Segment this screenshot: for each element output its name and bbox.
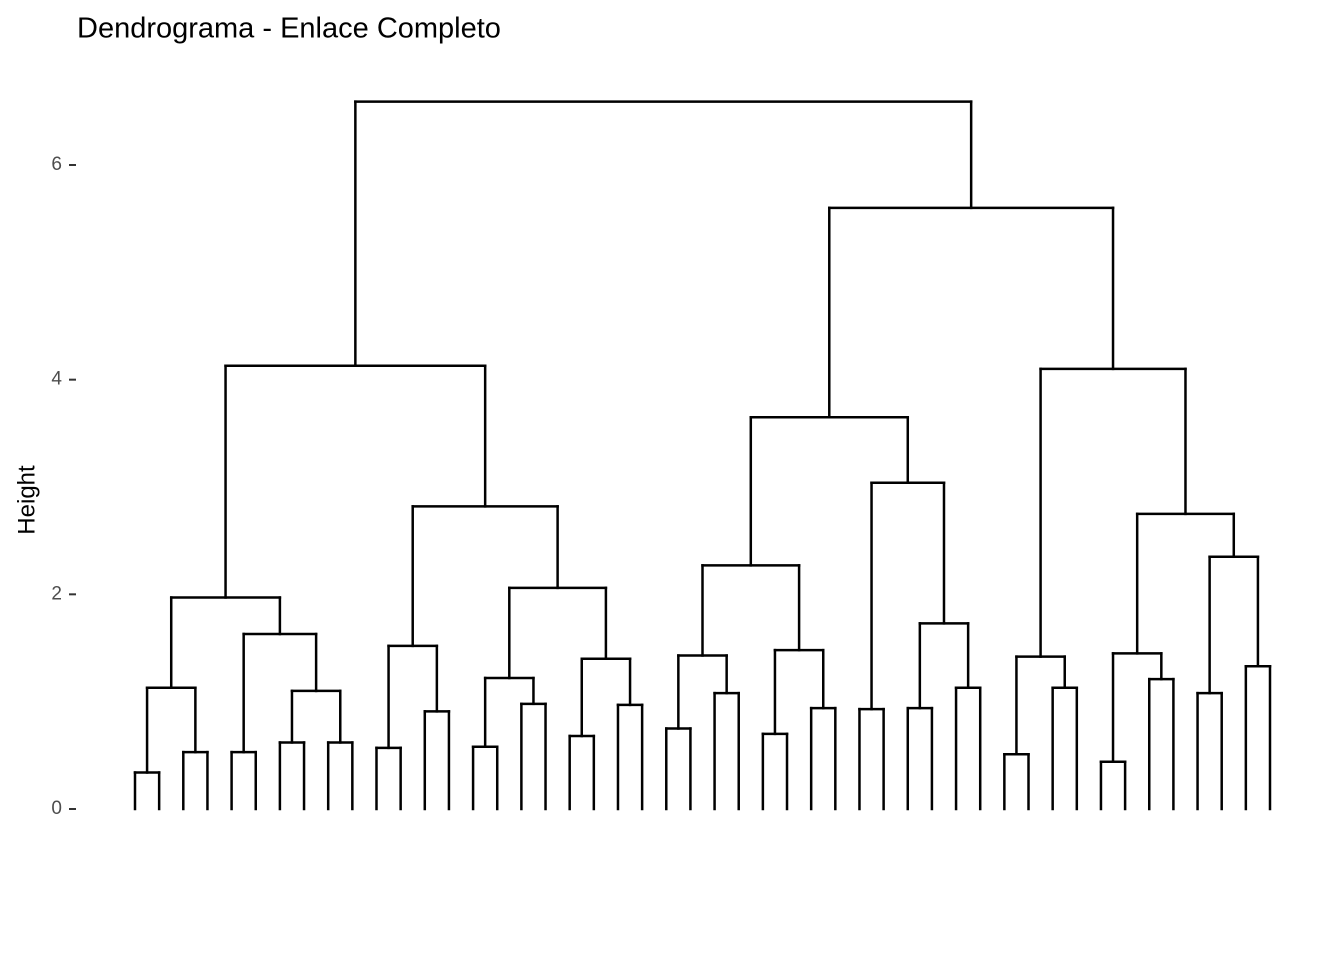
y-tick-label: 0: [51, 798, 62, 819]
y-tick-label: 4: [51, 369, 62, 390]
y-tick-label: 2: [51, 583, 62, 604]
y-tick-label: 6: [51, 154, 62, 175]
y-axis-label: Height: [13, 465, 40, 535]
chart-title: Dendrograma - Enlace Completo: [77, 13, 501, 45]
